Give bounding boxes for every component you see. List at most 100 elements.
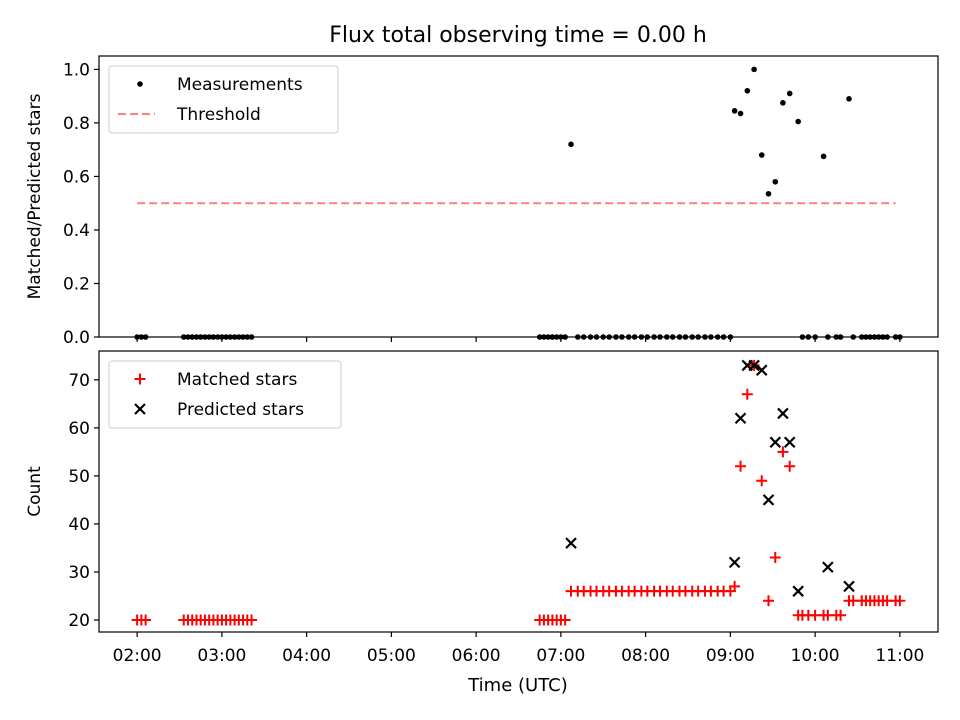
data-point xyxy=(541,334,547,340)
data-point xyxy=(219,334,225,340)
data-point xyxy=(248,334,255,340)
data-point xyxy=(619,334,625,340)
x-tick-label: 02:00 xyxy=(113,646,162,666)
data-point xyxy=(820,153,827,160)
data-point xyxy=(751,66,757,73)
legend-label: Predicted stars xyxy=(177,400,304,420)
x-tick-label: 10:00 xyxy=(791,646,840,666)
data-point xyxy=(702,334,708,340)
data-point xyxy=(795,118,801,125)
data-point xyxy=(562,334,568,340)
chart-panel-2: 20 30 40 50 60 70 02:00 03:00 04:00 05:00 06:00 07:… xyxy=(25,350,939,666)
data-point xyxy=(765,191,772,197)
data-point xyxy=(720,334,727,340)
plot-frame xyxy=(98,350,939,633)
series-matched-stars xyxy=(131,359,906,626)
data-point xyxy=(737,110,744,117)
data-point xyxy=(780,100,786,106)
y-tick-label: 40 xyxy=(68,515,90,535)
data-point xyxy=(799,334,806,340)
data-point xyxy=(769,552,781,564)
data-point xyxy=(783,436,796,449)
data-point xyxy=(644,334,651,340)
data-point xyxy=(843,580,855,593)
data-point xyxy=(638,334,645,340)
data-point xyxy=(892,334,899,340)
data-point xyxy=(669,334,676,340)
data-point xyxy=(558,334,564,340)
data-point xyxy=(651,334,657,340)
plot-frame xyxy=(98,55,939,338)
data-point xyxy=(714,334,721,340)
data-point xyxy=(867,334,874,340)
data-point xyxy=(214,334,221,340)
data-point xyxy=(792,585,804,597)
data-point xyxy=(631,334,638,340)
data-point xyxy=(880,334,886,340)
data-point xyxy=(180,334,187,340)
data-point xyxy=(549,334,556,340)
data-point xyxy=(822,561,834,573)
data-point xyxy=(185,334,191,340)
data-point xyxy=(748,359,760,372)
data-point xyxy=(613,334,619,340)
data-point xyxy=(227,334,234,340)
data-point xyxy=(568,141,574,148)
data-point xyxy=(580,334,587,340)
y-tick-label: 0.0 xyxy=(63,328,90,348)
data-point xyxy=(846,96,852,102)
data-point xyxy=(786,90,793,97)
data-point xyxy=(244,334,251,340)
data-point xyxy=(863,334,869,340)
data-point xyxy=(210,334,217,340)
data-point xyxy=(835,609,847,621)
legend-swatch xyxy=(134,403,146,415)
data-point xyxy=(575,334,581,340)
x-tick-label: 05:00 xyxy=(367,646,416,666)
data-point xyxy=(741,388,753,400)
data-point xyxy=(559,614,571,626)
data-point xyxy=(138,334,145,340)
chart-title: Flux total observing time = 0.00 h xyxy=(329,23,707,48)
y-tick-label: 0.4 xyxy=(63,221,90,241)
data-point xyxy=(240,334,246,340)
chart-panel-1: 0.0 0.2 0.4 0.6 0.8 1.0 Matched/Predicted star… xyxy=(25,55,939,348)
data-point xyxy=(735,460,747,472)
legend-label: Threshold xyxy=(176,105,261,125)
data-point xyxy=(606,334,612,340)
x-tick-label: 09:00 xyxy=(706,646,755,666)
data-point xyxy=(744,87,751,94)
data-point xyxy=(708,334,714,340)
y-tick-label: 60 xyxy=(68,419,90,439)
x-tick-label: 11:00 xyxy=(875,646,924,666)
data-point xyxy=(884,334,890,340)
data-point xyxy=(875,334,882,340)
data-point xyxy=(682,334,689,340)
data-point xyxy=(897,334,903,340)
data-point xyxy=(536,334,543,340)
data-point xyxy=(729,580,741,592)
y-tick-label: 0.2 xyxy=(63,274,90,294)
x-tick-label: 07:00 xyxy=(536,646,585,666)
data-point xyxy=(734,412,747,425)
x-tick-label: 03:00 xyxy=(197,646,246,666)
data-point xyxy=(231,334,238,340)
data-point xyxy=(140,614,152,626)
data-point xyxy=(193,334,200,340)
y-tick-label: 70 xyxy=(68,371,90,391)
y-tick-label: 0.8 xyxy=(63,114,90,134)
data-point xyxy=(600,334,607,340)
data-point xyxy=(758,152,765,158)
data-point xyxy=(894,595,906,607)
data-point xyxy=(197,334,204,340)
x-tick-label: 04:00 xyxy=(282,646,331,666)
data-point xyxy=(142,334,149,340)
data-point xyxy=(676,334,683,340)
legend-swatch xyxy=(137,81,143,87)
data-point xyxy=(246,614,258,626)
x-axis-label: Time (UTC) xyxy=(467,675,568,696)
data-point xyxy=(769,436,782,449)
data-point xyxy=(763,595,775,607)
y-axis-label: Matched/Predicted stars xyxy=(25,93,45,299)
